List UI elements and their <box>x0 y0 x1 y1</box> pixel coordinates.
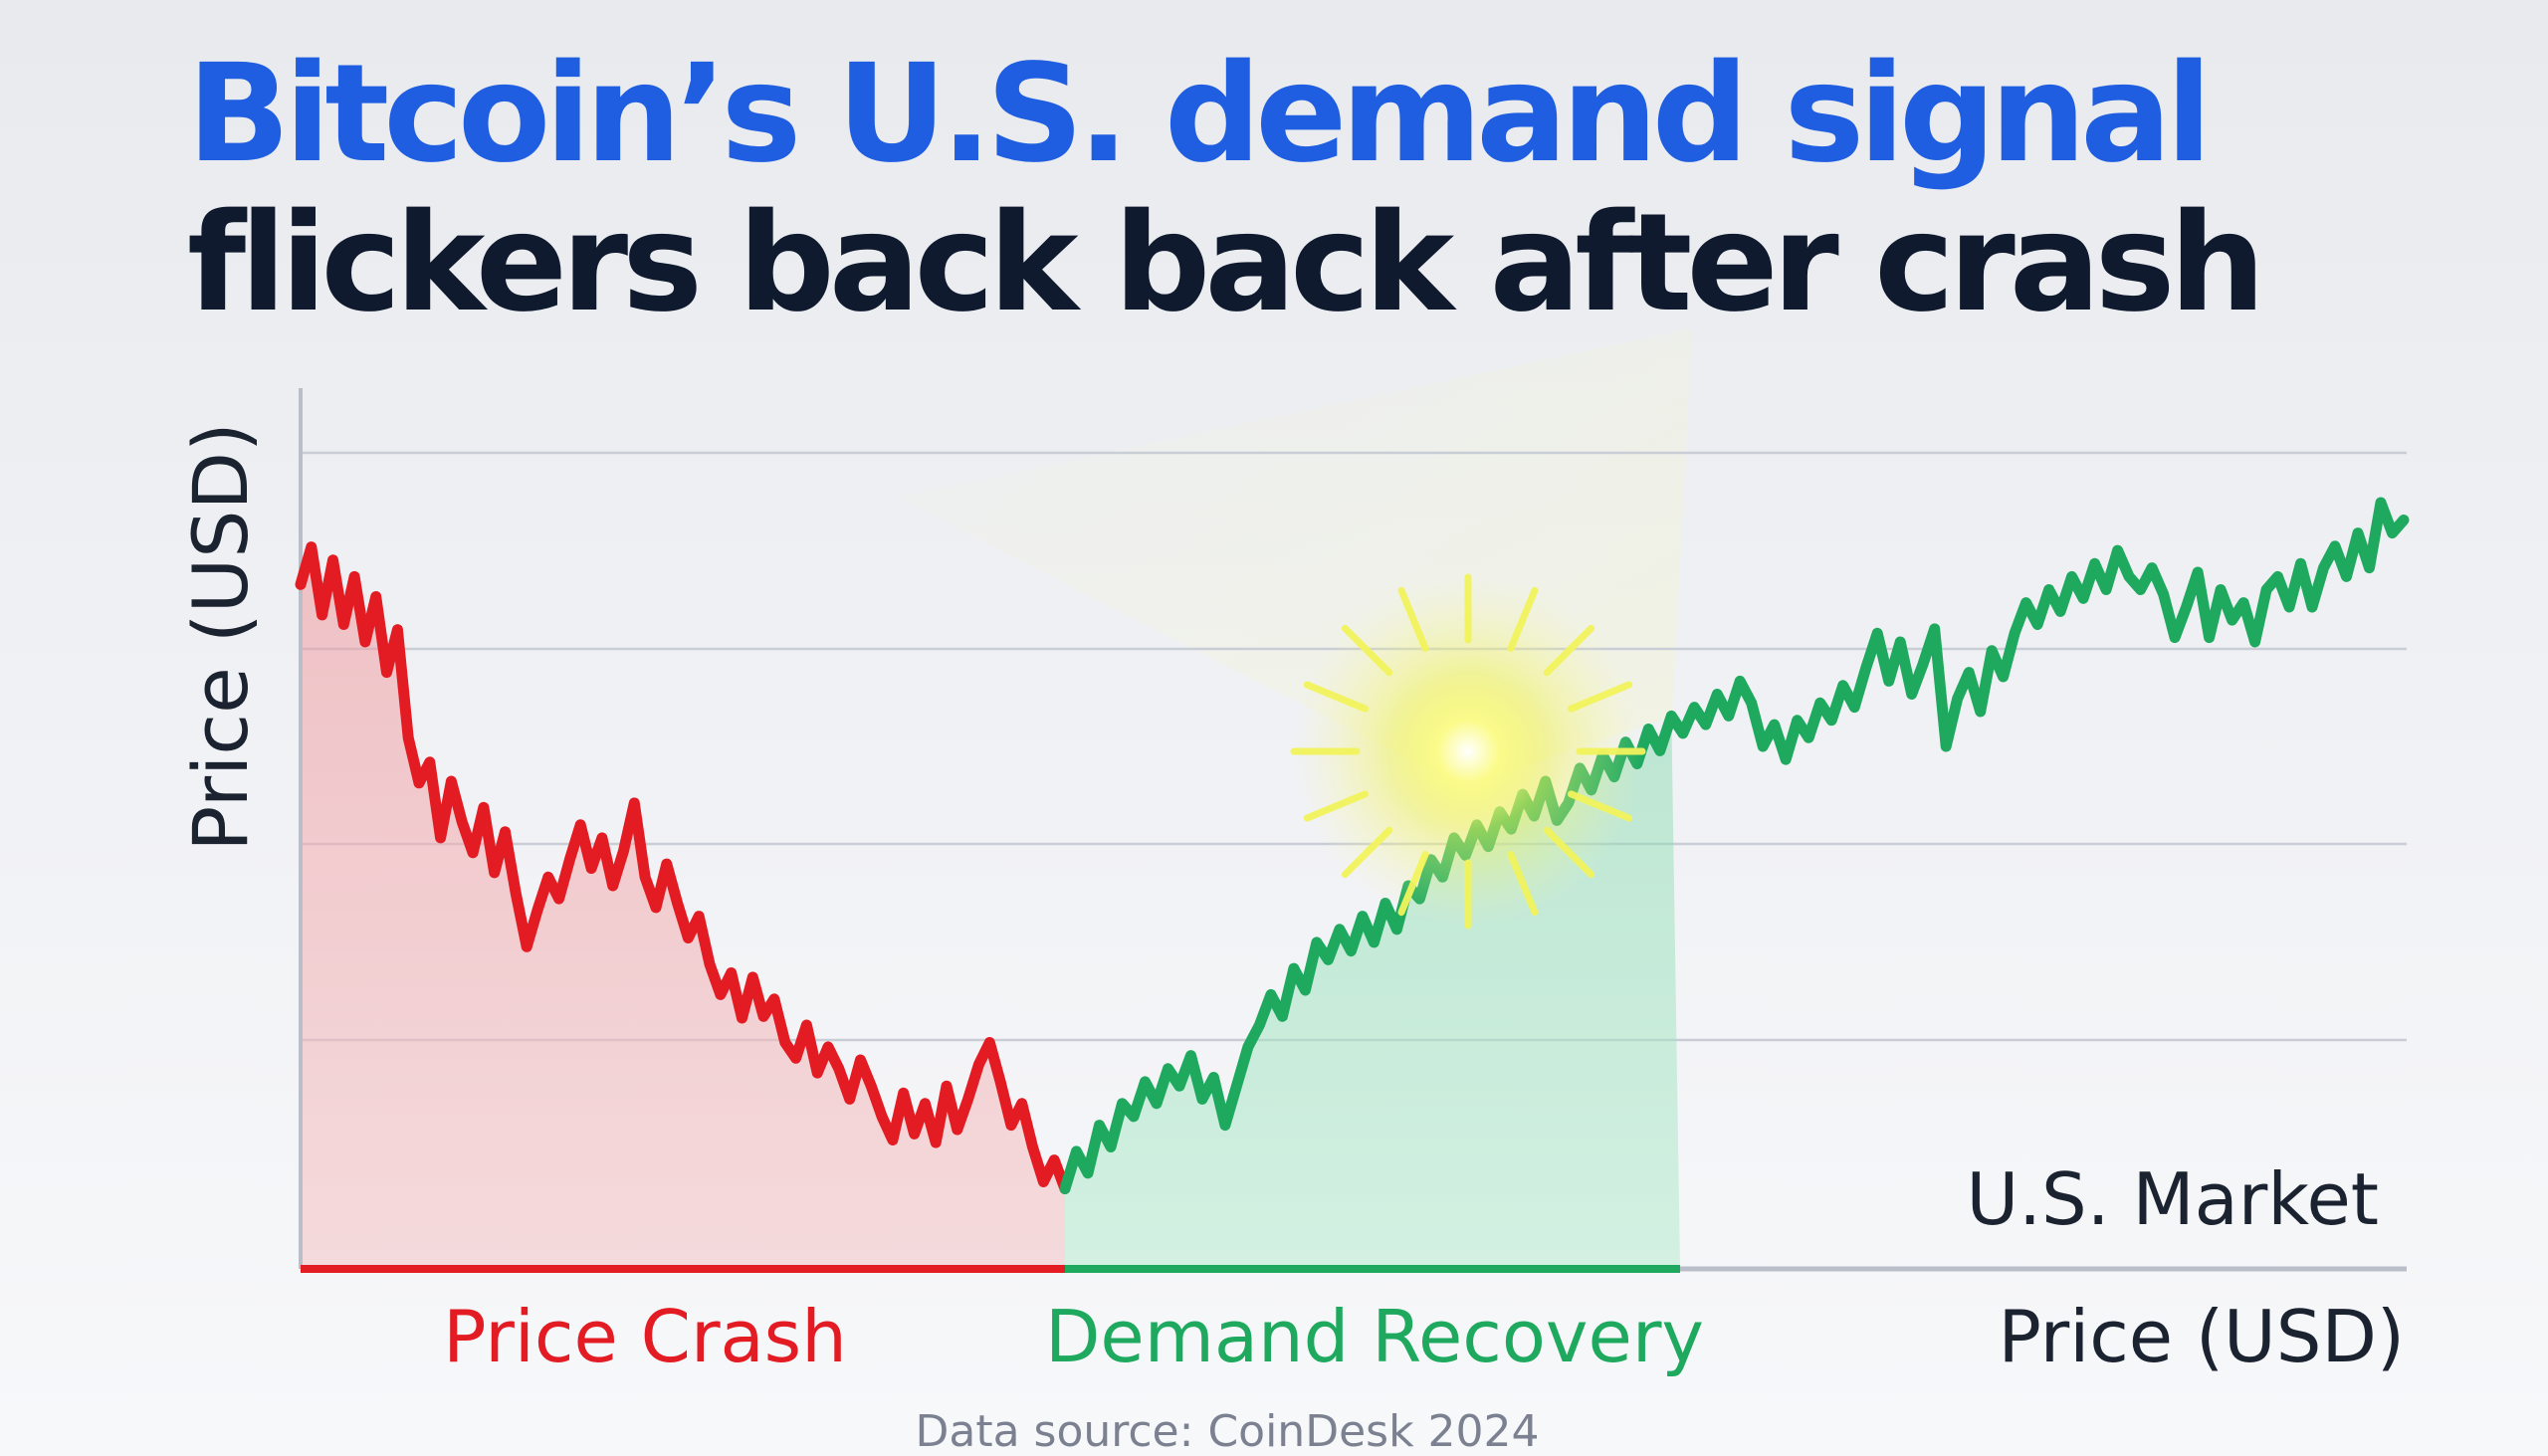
sun-ray <box>1507 586 1539 652</box>
x-axis-label: Price (USD) <box>1998 1295 2405 1378</box>
sun-ray <box>1303 790 1369 822</box>
region-label-demand-recovery: Demand Recovery <box>1045 1295 1704 1378</box>
page-subtitle: flickers back back after crash <box>187 185 2265 342</box>
sun-ray <box>1341 624 1393 677</box>
title-block: Bitcoin’s U.S. demand signal flickers ba… <box>187 36 2265 342</box>
sun-ray <box>1303 681 1369 713</box>
crash-area-fill <box>301 546 1065 1269</box>
sun-glow-icon <box>1290 573 1646 930</box>
page-title: Bitcoin’s U.S. demand signal <box>187 36 2213 193</box>
sun-ray <box>1341 826 1393 879</box>
series-line-crash <box>295 541 1071 1194</box>
sun-ray <box>1543 624 1595 677</box>
sun-ray <box>1507 851 1539 917</box>
sun-ray <box>1397 586 1429 652</box>
data-source-note: Data source: CoinDesk 2024 <box>915 1406 1539 1456</box>
series-line-recovery <box>1059 497 2410 1194</box>
region-label-price-crash: Price Crash <box>443 1295 847 1378</box>
sun-ray <box>1568 681 1633 713</box>
y-axis-label: Price (USD) <box>176 422 265 851</box>
sun-ray <box>1397 851 1429 917</box>
sun-ray <box>1568 790 1633 822</box>
corner-label-us-market: U.S. Market <box>1966 1157 2379 1241</box>
sun-ray <box>1543 826 1595 879</box>
